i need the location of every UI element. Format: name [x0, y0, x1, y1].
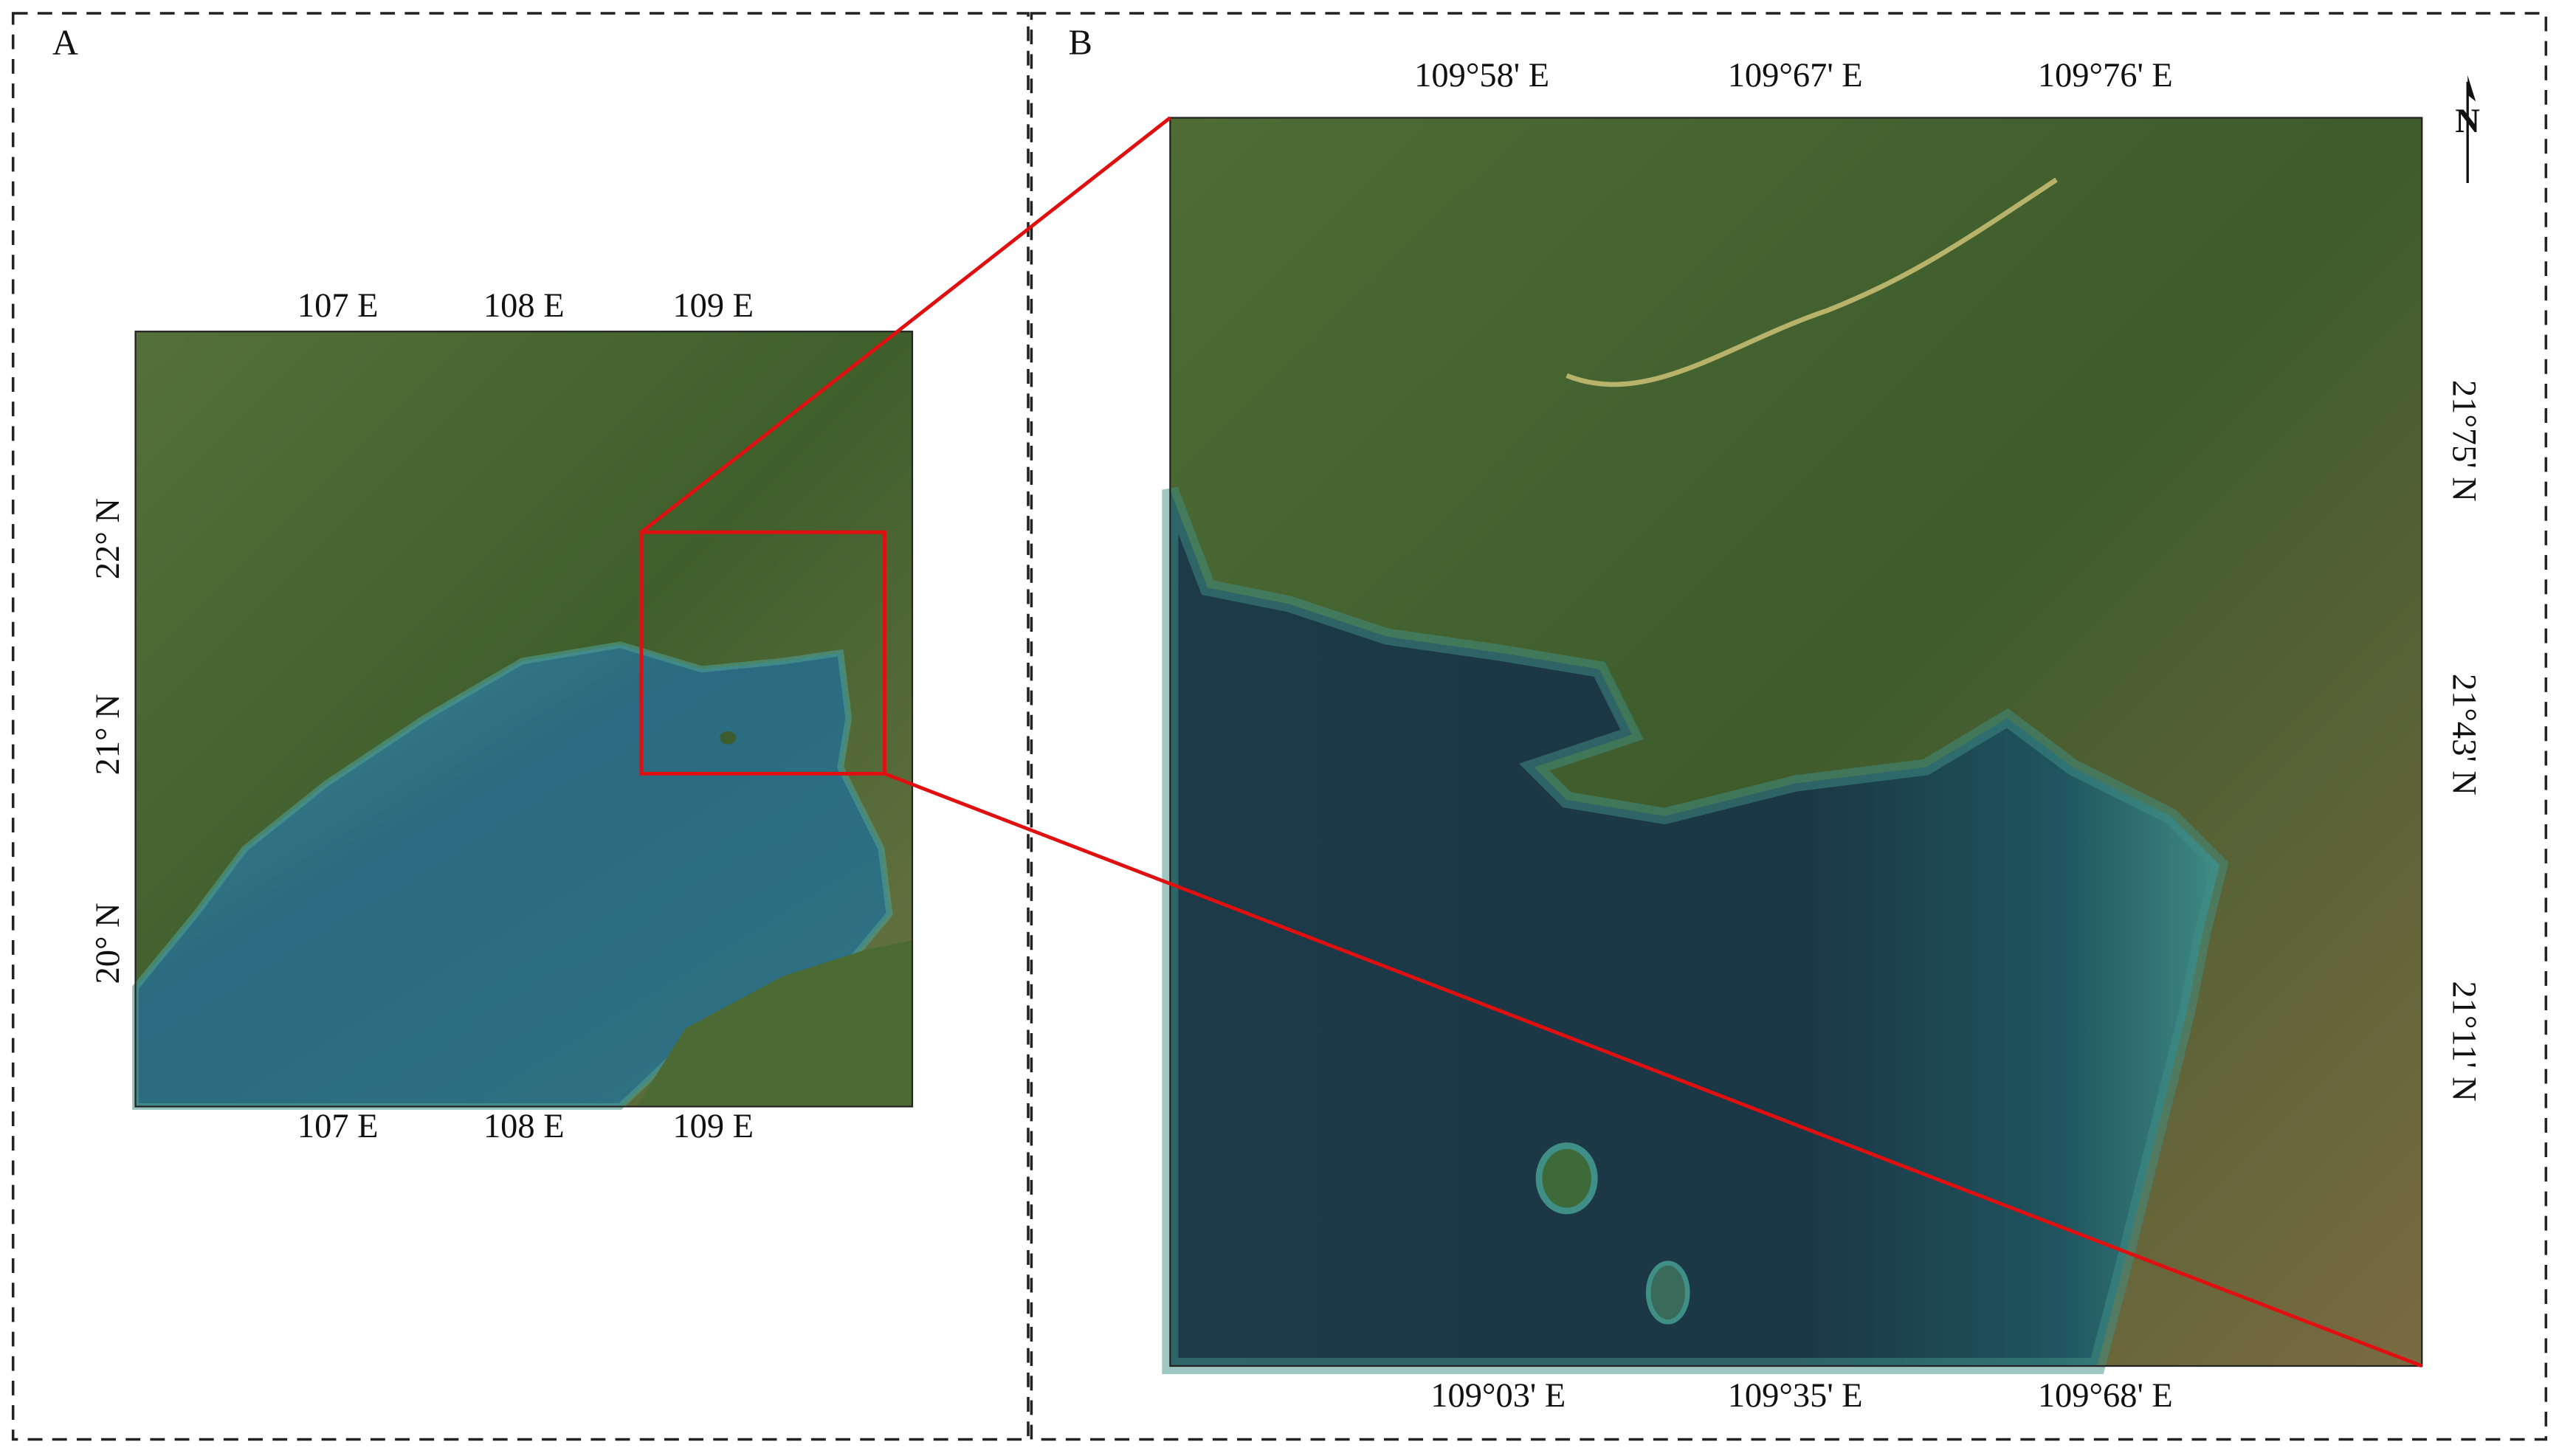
map-a — [132, 331, 914, 1110]
y-tick-label: 20° N — [89, 903, 127, 984]
x-tick-label: 109°67' E — [1728, 57, 1863, 94]
x-tick-label: 109°03' E — [1430, 1377, 1566, 1415]
connector-line — [884, 772, 2423, 1368]
panel-label: A — [52, 22, 78, 62]
y-tick-label: 21° N — [89, 694, 127, 775]
x-tick-label: 109 E — [672, 287, 754, 325]
y-tick-label: 21°11' N — [2445, 981, 2483, 1101]
extent-box — [639, 530, 886, 776]
x-tick-label: 109 E — [672, 1108, 754, 1145]
north-label: N — [2455, 103, 2480, 140]
connector-line — [640, 116, 1171, 534]
x-tick-label: 107 E — [297, 287, 379, 325]
y-tick-label: 22° N — [89, 498, 127, 579]
x-tick-label: 109°76' E — [2038, 57, 2173, 94]
x-tick-label: 108 E — [483, 287, 565, 325]
x-tick-label: 109°68' E — [2038, 1377, 2173, 1415]
map-b — [1162, 117, 2423, 1375]
x-tick-label: 109°58' E — [1414, 57, 1549, 94]
x-tick-label: 109°35' E — [1728, 1377, 1863, 1415]
panel-label: B — [1069, 22, 1092, 62]
north-arrow: N — [2455, 75, 2480, 183]
y-tick-label: 21°43' N — [2445, 674, 2483, 796]
panel-border — [1030, 12, 2548, 1441]
x-tick-label: 107 E — [297, 1108, 379, 1145]
panel-border — [11, 12, 1030, 1441]
x-tick-label: 108 E — [483, 1108, 565, 1145]
y-tick-label: 21°75' N — [2445, 380, 2483, 502]
